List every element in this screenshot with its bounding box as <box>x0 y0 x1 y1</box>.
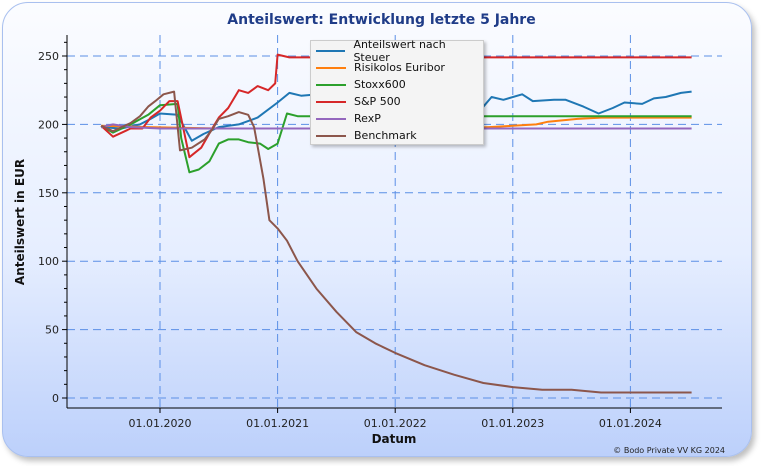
series-line-benchmark <box>100 90 692 394</box>
legend-swatch <box>316 83 346 86</box>
y-tick-label: 150 <box>38 187 59 200</box>
series-line-rexp <box>100 123 692 130</box>
legend-swatch <box>316 49 346 52</box>
legend-label: Benchmark <box>354 129 417 142</box>
y-tick-label: 100 <box>38 255 59 268</box>
legend-label: Stoxx600 <box>354 78 406 91</box>
legend-label: RexP <box>354 112 381 125</box>
legend-swatch <box>316 117 346 120</box>
series-line-stoxx600 <box>100 102 692 174</box>
legend-swatch <box>316 100 346 103</box>
chart-title: Anteilswert: Entwicklung letzte 5 Jahre <box>227 12 536 28</box>
x-tick-label: 01.01.2021 <box>246 417 309 430</box>
y-axis-label: Anteilswert in EUR <box>13 159 27 285</box>
y-tick-label: 50 <box>45 324 59 337</box>
copyright: © Bodo Private VV KG 2024 <box>613 446 725 455</box>
legend-label: Anteilswert nach Steuer <box>353 37 446 64</box>
legend: Anteilswert nach Steuer Risikolos Euribor… <box>310 38 484 145</box>
x-axis-label: Datum <box>372 432 417 446</box>
x-tick-label: 01.01.2022 <box>364 417 427 430</box>
x-tick-label: 01.01.2024 <box>599 417 662 430</box>
y-tick-label: 200 <box>38 118 59 131</box>
legend-item: RexP <box>311 110 381 127</box>
legend-swatch <box>316 66 346 69</box>
legend-item: Anteilswert nach Steuer <box>311 38 483 64</box>
y-tick-label: 250 <box>38 50 59 63</box>
legend-label: Risikolos Euribor <box>354 61 445 74</box>
legend-item: Stoxx600 <box>311 76 406 93</box>
legend-label: S&P 500 <box>354 95 401 108</box>
y-tick-label: 0 <box>52 392 59 405</box>
legend-item: Risikolos Euribor <box>311 59 445 76</box>
x-tick-label: 01.01.2020 <box>129 417 192 430</box>
x-tick-label: 01.01.2023 <box>481 417 544 430</box>
legend-item: S&P 500 <box>311 93 401 110</box>
legend-swatch <box>316 134 346 137</box>
legend-item: Benchmark <box>311 127 417 144</box>
